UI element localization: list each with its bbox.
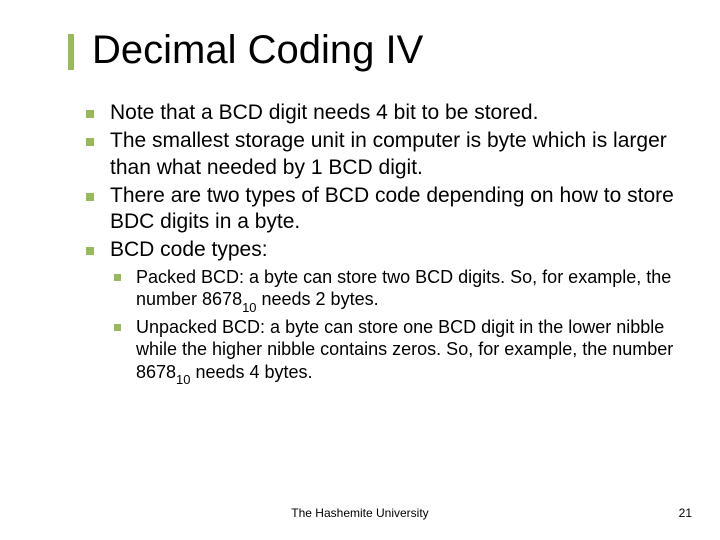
sub-bullet-text-suffix: needs 4 bytes. <box>190 362 312 382</box>
subscript: 10 <box>242 300 256 315</box>
sub-bullet-text-suffix: needs 2 bytes. <box>257 289 379 309</box>
footer-university: The Hashemite University <box>0 506 720 520</box>
sub-bullet-text-prefix: Packed BCD: a byte can store two BCD dig… <box>136 267 671 310</box>
bullet-item: There are two types of BCD code dependin… <box>86 183 680 236</box>
slide-title: Decimal Coding IV <box>92 28 680 72</box>
sub-bullet-list: Packed BCD: a byte can store two BCD dig… <box>68 266 680 387</box>
bullet-item: The smallest storage unit in computer is… <box>86 128 680 181</box>
bullet-item: BCD code types: <box>86 237 680 263</box>
slide: Decimal Coding IV Note that a BCD digit … <box>0 0 720 540</box>
sub-bullet-item: Packed BCD: a byte can store two BCD dig… <box>114 266 680 314</box>
bullet-item: Note that a BCD digit needs 4 bit to be … <box>86 100 680 126</box>
subscript: 10 <box>176 372 190 387</box>
main-bullet-list: Note that a BCD digit needs 4 bit to be … <box>68 100 680 264</box>
footer-page-number: 21 <box>679 506 692 520</box>
sub-bullet-item: Unpacked BCD: a byte can store one BCD d… <box>114 316 680 387</box>
title-accent-bar <box>68 34 74 70</box>
title-block: Decimal Coding IV <box>68 28 680 72</box>
